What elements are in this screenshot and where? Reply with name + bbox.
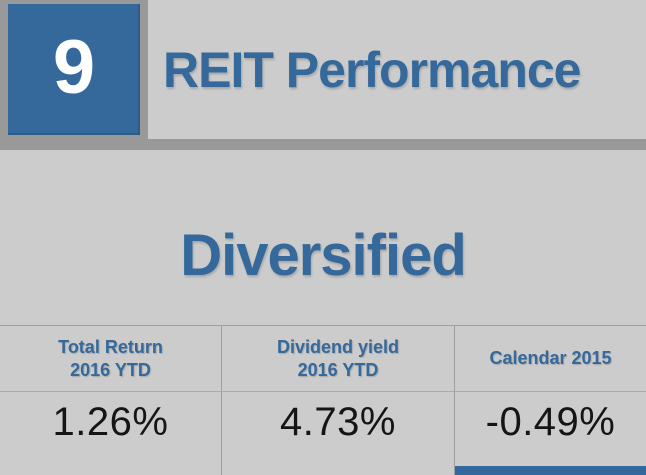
column-header-total-return: Total Return 2016 YTD bbox=[0, 326, 222, 392]
header-divider-bar bbox=[0, 139, 646, 150]
category-section: Diversified bbox=[0, 150, 646, 325]
value-calendar-2015: -0.49% bbox=[455, 392, 646, 475]
stat-value: -0.49% bbox=[485, 400, 616, 444]
column-header-line: Dividend yield bbox=[276, 336, 400, 357]
bottom-accent-bar bbox=[455, 466, 646, 475]
slide-header: 9 REIT Performance bbox=[0, 0, 646, 139]
page-title: REIT Performance bbox=[163, 41, 581, 98]
stat-value: 4.73% bbox=[280, 400, 396, 444]
slide-number-badge: 9 bbox=[8, 4, 140, 135]
slide-number-frame: 9 bbox=[0, 0, 148, 139]
value-dividend-yield: 4.73% bbox=[222, 392, 455, 475]
column-header-calendar-2015: Calendar 2015 bbox=[455, 326, 646, 392]
stat-value: 1.26% bbox=[52, 400, 169, 444]
slide-number: 9 bbox=[52, 24, 96, 110]
value-total-return: 1.26% bbox=[0, 392, 222, 475]
stats-table: Total Return 2016 YTD Dividend yield 201… bbox=[0, 325, 646, 475]
column-header-dividend-yield: Dividend yield 2016 YTD bbox=[222, 326, 455, 392]
column-header-line: 2016 YTD bbox=[297, 359, 379, 380]
column-header-line: 2016 YTD bbox=[70, 359, 151, 380]
category-title: Diversified bbox=[180, 223, 467, 288]
column-header-line: Calendar 2015 bbox=[489, 348, 612, 368]
column-header-line: Total Return bbox=[58, 336, 163, 357]
